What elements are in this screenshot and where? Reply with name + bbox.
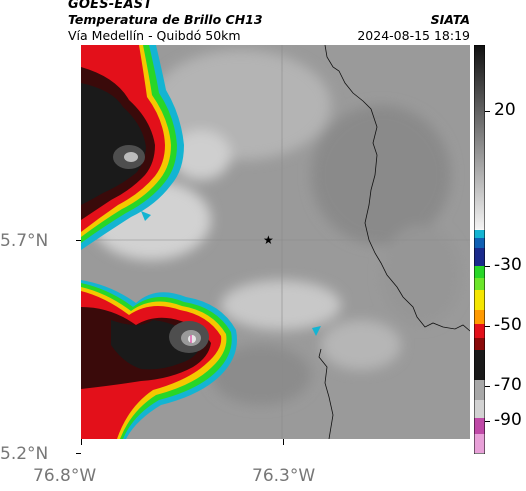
satellite-title: GOES-EAST xyxy=(68,0,153,12)
star-icon: ★ xyxy=(263,233,274,247)
agency-label: SIATA xyxy=(430,12,470,27)
lat-label-5.7: 5.7°N xyxy=(0,231,49,251)
storm-cell-south xyxy=(81,280,237,439)
colorbar-tick-minus70: -70 xyxy=(494,375,522,395)
temperature-colorbar xyxy=(474,45,485,454)
colorbar-tick-minus90: -90 xyxy=(494,410,522,430)
cold-pixel-cluster xyxy=(312,326,321,336)
lon-label-76.8: 76.8°W xyxy=(33,466,97,486)
lat-label-5.2: 5.2°N xyxy=(0,444,49,464)
department-border xyxy=(324,45,470,332)
timestamp-label: 2024-08-15 18:19 xyxy=(357,28,470,43)
colorbar-tick-20: 20 xyxy=(494,100,516,120)
storm-cell-north xyxy=(81,45,184,250)
colorbar-tick-minus50: -50 xyxy=(494,315,522,335)
product-title: Temperatura de Brillo CH13 xyxy=(68,12,263,27)
region-label: Vía Medellín - Quibdó 50km xyxy=(68,28,241,43)
colorbar-tick-minus30: -30 xyxy=(494,255,522,275)
brightness-temperature-map: ★ xyxy=(81,45,470,439)
lon-label-76.3: 76.3°W xyxy=(252,466,316,486)
